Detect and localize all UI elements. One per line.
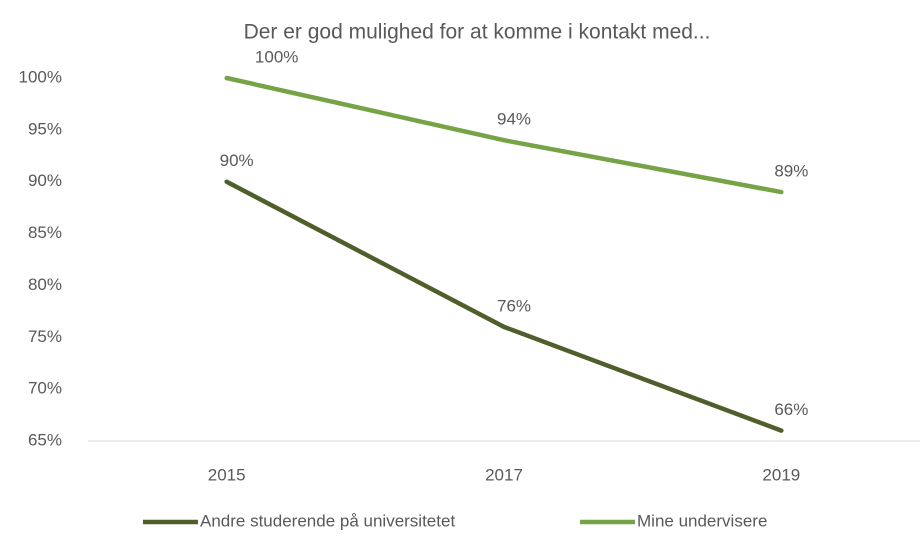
data-label: 66% xyxy=(774,400,808,419)
x-tick-label: 2015 xyxy=(208,465,246,484)
y-tick-label: 100% xyxy=(19,67,62,86)
y-tick-label: 90% xyxy=(28,171,62,190)
series-line xyxy=(224,75,784,195)
chart-title: Der er god mulighed for at komme i konta… xyxy=(244,21,711,44)
data-label: 76% xyxy=(497,296,531,315)
y-tick-label: 85% xyxy=(28,223,62,242)
legend-label: Mine undervisere xyxy=(637,511,767,530)
data-label: 90% xyxy=(220,151,254,170)
y-tick-label: 95% xyxy=(28,119,62,138)
x-tick-label: 2017 xyxy=(485,465,523,484)
data-label: 89% xyxy=(774,162,808,181)
data-label: 100% xyxy=(255,47,298,66)
y-tick-label: 70% xyxy=(28,379,62,398)
y-tick-label: 75% xyxy=(28,327,62,346)
y-tick-label: 65% xyxy=(28,430,62,449)
series-line xyxy=(224,179,784,433)
x-tick-label: 2019 xyxy=(762,465,800,484)
data-label: 94% xyxy=(497,110,531,129)
y-tick-label: 80% xyxy=(28,275,62,294)
legend-label: Andre studerende på universitetet xyxy=(200,511,455,530)
